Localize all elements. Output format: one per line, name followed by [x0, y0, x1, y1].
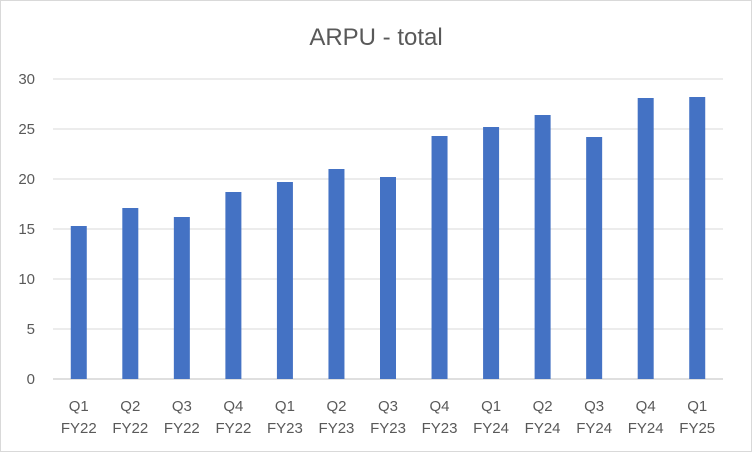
bar-q4-fy24 [637, 98, 654, 379]
x-tick-label: Q2 FY23 [319, 398, 355, 437]
y-axis-tick-labels: 0 5 10 15 20 25 30 [18, 71, 35, 388]
x-tick-label: Q1 FY24 [473, 398, 509, 437]
x-tick-quarter: Q1 [69, 398, 89, 415]
x-tick-label: Q3 FY23 [370, 398, 406, 437]
x-tick-fiscal-year: FY25 [679, 420, 715, 437]
x-tick-quarter: Q2 [120, 398, 140, 415]
y-tick-label: 0 [27, 371, 35, 388]
bar-q3-fy22 [173, 217, 190, 379]
x-tick-quarter: Q4 [430, 398, 450, 415]
y-tick-label: 20 [18, 171, 35, 188]
x-tick-quarter: Q3 [584, 398, 604, 415]
bar-q2-fy22 [122, 208, 139, 379]
x-tick-fiscal-year: FY24 [473, 420, 509, 437]
x-tick-fiscal-year: FY22 [215, 420, 251, 437]
x-tick-fiscal-year: FY23 [422, 420, 458, 437]
x-tick-quarter: Q4 [636, 398, 656, 415]
x-tick-fiscal-year: FY22 [164, 420, 200, 437]
x-tick-label: Q1 FY23 [267, 398, 303, 437]
bar-q1-fy24 [483, 127, 500, 379]
bar-q4-fy23 [431, 136, 448, 379]
x-tick-label: Q4 FY24 [628, 398, 664, 437]
bar-q1-fy22 [70, 226, 87, 379]
bar-q2-fy24 [534, 115, 551, 379]
x-tick-label: Q1 FY25 [679, 398, 715, 437]
x-tick-fiscal-year: FY24 [576, 420, 612, 437]
bar-q3-fy23 [380, 177, 396, 379]
y-tick-label: 30 [18, 71, 35, 88]
x-tick-label: Q3 FY24 [576, 398, 612, 437]
x-tick-label: Q4 FY23 [422, 398, 458, 437]
x-tick-quarter: Q1 [481, 398, 501, 415]
x-tick-label: Q3 FY22 [164, 398, 200, 437]
bar-q3-fy24 [586, 137, 603, 379]
x-tick-quarter: Q4 [223, 398, 243, 415]
bar-q1-fy23 [276, 182, 293, 379]
x-tick-fiscal-year: FY22 [112, 420, 148, 437]
bar-q2-fy23 [328, 169, 345, 379]
bar-q1-fy25 [689, 97, 706, 379]
y-tick-label: 10 [18, 271, 35, 288]
x-tick-quarter: Q2 [326, 398, 346, 415]
x-tick-label: Q4 FY22 [215, 398, 251, 437]
x-tick-fiscal-year: FY22 [61, 420, 97, 437]
bars [70, 97, 706, 379]
x-tick-fiscal-year: FY24 [525, 420, 561, 437]
x-tick-quarter: Q1 [275, 398, 295, 415]
y-tick-label: 25 [18, 121, 35, 138]
bar-q4-fy22 [225, 192, 242, 379]
x-tick-quarter: Q3 [378, 398, 398, 415]
y-tick-label: 15 [18, 221, 35, 238]
x-tick-fiscal-year: FY23 [319, 420, 355, 437]
x-tick-fiscal-year: FY23 [267, 420, 303, 437]
x-tick-fiscal-year: FY24 [628, 420, 664, 437]
x-tick-label: Q2 FY24 [525, 398, 561, 437]
y-tick-label: 5 [27, 321, 35, 338]
x-tick-quarter: Q2 [533, 398, 553, 415]
chart-title: ARPU - total [309, 24, 442, 51]
x-tick-label: Q2 FY22 [112, 398, 148, 437]
x-tick-quarter: Q3 [172, 398, 192, 415]
x-axis-tick-labels: Q1 FY22 Q2 FY22 Q3 FY22 Q4 FY22 Q1 FY23 Q2 FY23 Q3 FY… [61, 398, 715, 437]
x-tick-fiscal-year: FY23 [370, 420, 406, 437]
x-tick-label: Q1 FY22 [61, 398, 97, 437]
x-tick-quarter: Q1 [687, 398, 707, 415]
